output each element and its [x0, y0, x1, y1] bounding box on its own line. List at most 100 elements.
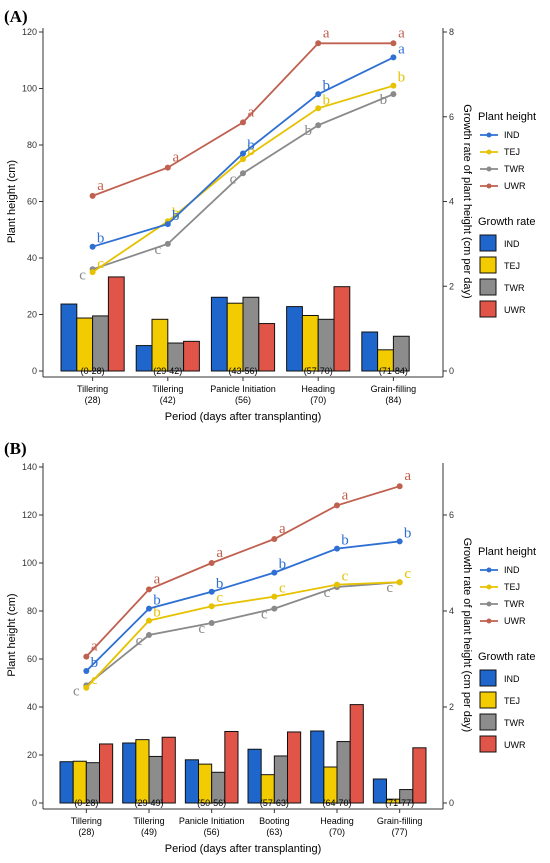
bar-ind: [247, 748, 262, 804]
x-tick-label: Heading: [301, 384, 335, 394]
y-tick-label: 120: [22, 510, 37, 520]
significance-letter: b: [153, 593, 161, 609]
significance-letter: c: [91, 672, 98, 688]
significance-letter: a: [398, 41, 405, 57]
point-ind: [240, 150, 246, 157]
point-tej: [208, 603, 215, 610]
period-label: (57-70): [304, 366, 333, 376]
point-tej: [271, 593, 278, 600]
y2-tick-label: 4: [449, 197, 454, 207]
x-axis-title: Period (days after transplanting): [165, 843, 322, 855]
significance-letter: c: [97, 256, 104, 272]
bar-ind: [59, 761, 74, 804]
legend-line-marker: [486, 132, 492, 138]
legend-line-label: TWR: [504, 164, 525, 174]
significance-letter: b: [172, 205, 180, 221]
point-uwr: [83, 653, 90, 660]
legend-line-marker: [486, 601, 492, 607]
bar-uwr: [98, 743, 114, 804]
significance-letter: a: [323, 25, 330, 41]
point-twr: [240, 170, 246, 177]
bar-tej: [135, 739, 150, 804]
bar-tej: [226, 302, 244, 372]
legend-bar-label: TEJ: [504, 261, 520, 271]
panel-label-a: (A): [4, 7, 28, 26]
x-tick-label: (56): [204, 827, 220, 837]
significance-letter: a: [398, 25, 405, 41]
y2-tick-label: 0: [449, 798, 454, 808]
legend-bar-label: UWR: [504, 305, 526, 315]
legend-line-label: UWR: [504, 181, 526, 191]
bar-uwr: [333, 286, 351, 372]
period-label: (29-42): [153, 366, 182, 376]
y2-tick-label: 6: [449, 112, 454, 122]
y2-tick-label: 2: [449, 702, 454, 712]
legend-bar-swatch: [479, 300, 497, 318]
bar-ind: [286, 306, 303, 372]
point-uwr: [89, 192, 96, 199]
significance-letter: c: [342, 569, 349, 585]
legend-bar-swatch: [479, 713, 497, 731]
x-tick-label: Heading: [320, 816, 354, 826]
y-tick-label: 60: [27, 654, 37, 664]
y-tick-label: 40: [27, 702, 37, 712]
period-label: (71-77): [385, 798, 414, 808]
x-tick-label: (63): [266, 827, 282, 837]
x-tick-label: (49): [141, 827, 157, 837]
period-label: (0-28): [74, 798, 98, 808]
bar-twr: [317, 318, 335, 372]
legend-bar-label: IND: [504, 674, 520, 684]
x-tick-label: (28): [85, 395, 101, 405]
y-tick-label: 120: [22, 27, 37, 37]
y2-axis-title: Growth rate of plant height (cm per day): [461, 104, 473, 298]
bar-ind: [60, 303, 78, 372]
y-tick-label: 20: [27, 310, 37, 320]
y-tick-label: 0: [32, 366, 37, 376]
point-ind: [334, 545, 340, 552]
y2-tick-label: 4: [449, 606, 454, 616]
legend-bar-label: UWR: [504, 740, 526, 750]
x-tick-label: Grain-filling: [371, 384, 417, 394]
bar-uwr: [286, 731, 302, 804]
line-tej: [85, 581, 400, 689]
point-ind: [89, 243, 96, 250]
point-uwr: [240, 119, 246, 126]
point-tej: [390, 82, 397, 89]
legend-bar-label: IND: [504, 239, 520, 249]
x-tick-label: Tillering: [77, 384, 108, 394]
bar-twr: [85, 762, 100, 804]
legend-line-marker: [486, 584, 492, 590]
point-uwr: [164, 164, 171, 171]
y-tick-label: 140: [22, 462, 37, 472]
legend-bar-label: TEJ: [504, 696, 520, 706]
significance-letter: c: [73, 683, 80, 699]
y-tick-label: 0: [32, 798, 37, 808]
period-label: (71-84): [379, 366, 408, 376]
point-tej: [240, 156, 246, 163]
period-label: (29-49): [134, 798, 163, 808]
point-ind: [271, 569, 278, 576]
x-tick-label: (28): [78, 827, 94, 837]
significance-letter: b: [322, 78, 330, 94]
x-tick-label: (84): [385, 395, 401, 405]
legend-line-label: IND: [504, 565, 520, 575]
period-label: (0-28): [81, 366, 105, 376]
point-tej: [89, 269, 96, 276]
legend-bar-title: Growth rate: [478, 216, 535, 228]
point-ind: [396, 538, 403, 545]
x-tick-label: (56): [235, 395, 251, 405]
significance-letter: c: [324, 585, 331, 601]
significance-letter: b: [153, 605, 161, 621]
significance-letter: b: [216, 576, 224, 592]
bar-uwr: [107, 276, 125, 372]
panel-b-legend: Plant height IND TEJ TWR UWR Growth rate IND TE…: [478, 546, 536, 753]
significance-letter: b: [247, 143, 255, 159]
x-tick-label: (77): [392, 827, 408, 837]
bar-ind: [210, 296, 228, 372]
legend-bar-swatch: [479, 691, 497, 709]
x-tick-label: Grain-filling: [377, 816, 423, 826]
significance-letter: b: [97, 231, 105, 247]
significance-letter: c: [279, 581, 286, 597]
legend-line-title: Plant height: [478, 546, 536, 558]
bar-tej: [72, 760, 87, 804]
